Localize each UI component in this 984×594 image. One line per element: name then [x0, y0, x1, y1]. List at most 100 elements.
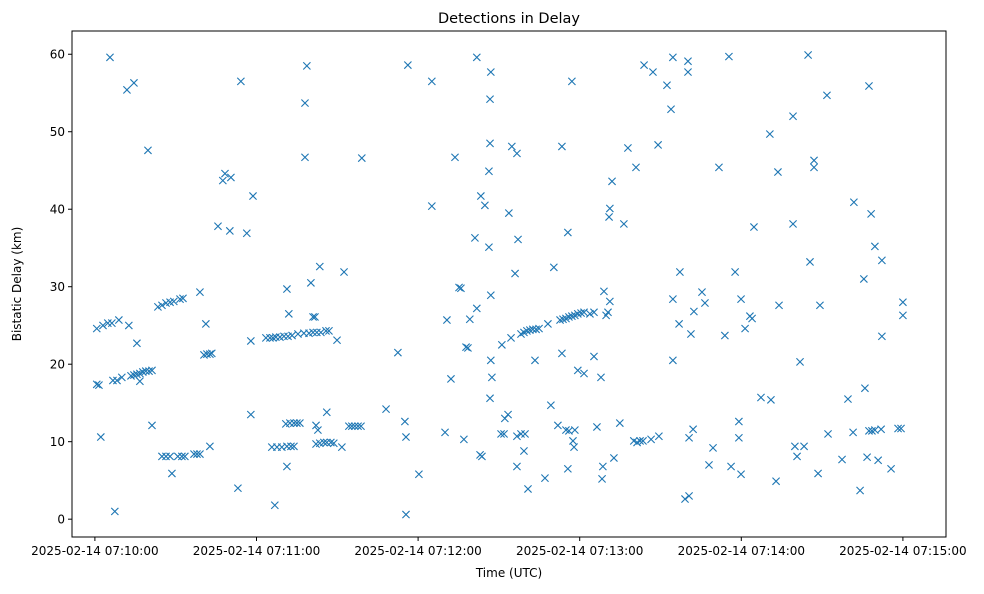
data-point	[898, 298, 907, 307]
data-point	[623, 144, 632, 152]
data-point	[640, 61, 649, 70]
data-point	[512, 432, 521, 441]
data-point	[463, 343, 472, 352]
data-point	[765, 130, 774, 139]
data-point	[887, 464, 896, 473]
data-point	[772, 477, 781, 486]
x-tick-label: 2025-02-14 07:13:00	[516, 544, 643, 558]
y-tick-label: 50	[50, 125, 65, 139]
data-point	[737, 295, 746, 304]
data-point	[295, 419, 304, 428]
chart-title: Detections in Delay	[438, 11, 580, 27]
data-point	[540, 474, 549, 483]
data-point	[675, 268, 684, 276]
data-point	[462, 343, 471, 352]
data-point	[427, 77, 436, 86]
data-point	[470, 233, 479, 242]
data-point	[877, 425, 886, 434]
data-point	[675, 319, 684, 328]
plot-frame	[71, 30, 947, 538]
data-point	[766, 395, 775, 404]
data-point	[535, 324, 544, 333]
data-point	[205, 442, 214, 451]
data-point	[549, 263, 558, 272]
data-point	[700, 298, 709, 307]
data-point	[685, 491, 694, 500]
data-point	[619, 219, 628, 228]
data-point	[148, 421, 156, 430]
data-point	[329, 439, 338, 448]
data-point	[117, 373, 126, 382]
data-point	[427, 202, 436, 211]
data-point	[704, 460, 713, 469]
data-point	[268, 333, 277, 342]
data-point	[512, 462, 521, 471]
x-tick-label: 2025-02-14 07:12:00	[354, 544, 481, 558]
data-point	[486, 356, 495, 365]
data-point	[486, 139, 495, 148]
data-point	[689, 425, 698, 434]
y-axis-label: Bistatic Delay (km)	[10, 227, 24, 342]
data-point	[810, 156, 819, 165]
data-point	[727, 462, 736, 471]
data-point	[561, 426, 570, 435]
data-point	[514, 235, 523, 244]
data-point	[632, 163, 640, 172]
data-point	[484, 243, 493, 252]
data-point	[486, 291, 495, 300]
data-point	[519, 446, 528, 455]
data-point	[226, 173, 235, 182]
data-point	[507, 333, 516, 342]
data-point	[486, 394, 495, 403]
data-point	[476, 192, 485, 201]
data-point	[286, 442, 295, 451]
data-point	[557, 142, 566, 151]
data-point	[589, 308, 598, 317]
data-point	[756, 393, 765, 402]
data-point	[246, 410, 255, 419]
y-tick-label: 60	[50, 48, 65, 62]
data-point	[225, 226, 234, 235]
x-tick-label: 2025-02-14 07:14:00	[678, 544, 805, 558]
data-point	[557, 349, 566, 358]
data-point	[132, 370, 141, 379]
data-point	[213, 222, 222, 231]
x-axis-label: Time (UTC)	[475, 566, 542, 580]
data-point	[521, 429, 530, 438]
data-point	[877, 256, 886, 265]
data-point	[497, 340, 506, 349]
data-point	[877, 332, 886, 341]
data-point	[724, 52, 733, 61]
data-point	[246, 336, 255, 345]
data-point	[126, 371, 135, 380]
data-point	[686, 329, 695, 338]
data-point	[511, 269, 520, 278]
data-point	[289, 442, 298, 451]
data-point	[236, 77, 245, 86]
data-point	[282, 285, 291, 294]
data-point	[96, 433, 105, 442]
data-point	[615, 419, 624, 428]
data-point	[864, 82, 873, 91]
data-point	[810, 163, 819, 172]
data-point	[145, 367, 154, 376]
data-point	[309, 312, 318, 321]
data-point	[312, 328, 321, 337]
data-point	[205, 350, 214, 359]
data-point	[497, 429, 506, 438]
data-point	[98, 321, 107, 330]
x-axis: 2025-02-14 07:10:00 2025-02-14 07:11:00 20…	[31, 537, 967, 558]
data-point	[310, 312, 319, 321]
data-point	[668, 295, 677, 304]
data-point	[173, 452, 182, 461]
data-point	[714, 163, 723, 172]
data-point	[683, 57, 692, 66]
data-point	[162, 452, 170, 461]
data-point	[647, 435, 656, 444]
data-point	[577, 309, 586, 318]
data-point	[157, 301, 166, 310]
data-point	[451, 153, 459, 162]
data-point	[472, 304, 481, 313]
data-point	[441, 428, 450, 437]
